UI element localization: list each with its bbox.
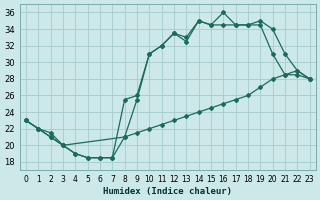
X-axis label: Humidex (Indice chaleur): Humidex (Indice chaleur) — [103, 187, 232, 196]
